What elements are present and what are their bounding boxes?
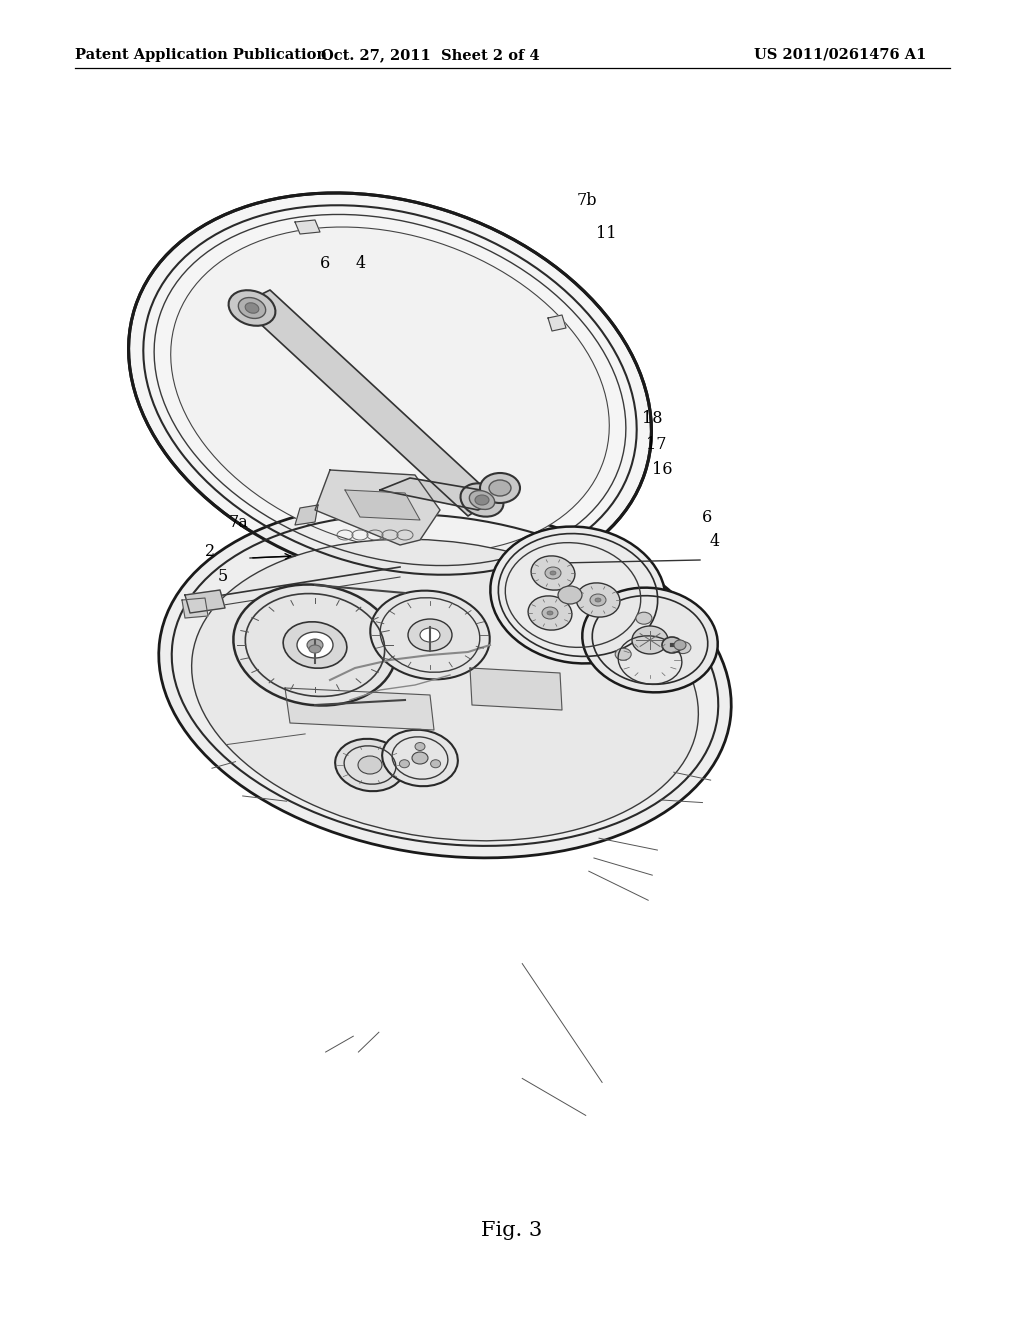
Ellipse shape	[542, 607, 558, 619]
Polygon shape	[295, 506, 318, 525]
Ellipse shape	[415, 743, 425, 751]
Ellipse shape	[480, 473, 520, 503]
Ellipse shape	[171, 227, 609, 553]
Text: 4: 4	[355, 256, 366, 272]
Ellipse shape	[412, 752, 428, 764]
Ellipse shape	[335, 739, 404, 791]
Text: 6: 6	[701, 510, 712, 525]
Polygon shape	[185, 590, 225, 612]
Text: 16: 16	[652, 462, 673, 478]
Ellipse shape	[583, 587, 718, 693]
Ellipse shape	[228, 290, 275, 326]
Ellipse shape	[358, 756, 382, 774]
Polygon shape	[182, 598, 208, 618]
Polygon shape	[295, 220, 319, 234]
Text: 7a: 7a	[228, 515, 249, 531]
Ellipse shape	[469, 491, 495, 510]
Text: 5: 5	[218, 569, 228, 585]
Text: 18: 18	[642, 411, 663, 426]
Ellipse shape	[615, 648, 631, 660]
Ellipse shape	[371, 590, 489, 680]
Ellipse shape	[558, 586, 582, 605]
Ellipse shape	[490, 527, 666, 664]
Text: 11: 11	[596, 226, 616, 242]
Ellipse shape	[191, 539, 698, 841]
Ellipse shape	[129, 193, 651, 587]
Ellipse shape	[550, 572, 556, 576]
Polygon shape	[315, 470, 440, 545]
Ellipse shape	[399, 760, 410, 768]
Ellipse shape	[284, 622, 347, 668]
Ellipse shape	[309, 645, 321, 653]
Ellipse shape	[475, 495, 489, 506]
Text: Patent Application Publication: Patent Application Publication	[75, 48, 327, 62]
Ellipse shape	[233, 585, 396, 705]
Text: Oct. 27, 2011  Sheet 2 of 4: Oct. 27, 2011 Sheet 2 of 4	[321, 48, 540, 62]
Ellipse shape	[577, 583, 620, 618]
Ellipse shape	[461, 483, 504, 516]
Text: 2: 2	[205, 544, 215, 560]
Ellipse shape	[307, 639, 323, 651]
Ellipse shape	[239, 297, 265, 318]
Polygon shape	[380, 478, 510, 510]
Polygon shape	[240, 290, 495, 516]
Ellipse shape	[595, 598, 601, 602]
Ellipse shape	[674, 640, 686, 649]
Ellipse shape	[547, 611, 553, 615]
Polygon shape	[548, 315, 566, 331]
Ellipse shape	[159, 502, 731, 858]
Text: Fig. 3: Fig. 3	[481, 1221, 543, 1239]
Text: US 2011/0261476 A1: US 2011/0261476 A1	[754, 48, 926, 62]
Text: 6: 6	[319, 256, 330, 272]
Ellipse shape	[382, 730, 458, 787]
Ellipse shape	[408, 619, 452, 651]
Ellipse shape	[528, 595, 572, 630]
Ellipse shape	[632, 626, 668, 653]
Ellipse shape	[430, 760, 440, 768]
Ellipse shape	[636, 612, 652, 624]
Ellipse shape	[297, 632, 333, 657]
Ellipse shape	[531, 556, 574, 590]
Text: 7b: 7b	[577, 193, 597, 209]
Ellipse shape	[489, 480, 511, 496]
Ellipse shape	[420, 628, 440, 642]
Ellipse shape	[662, 638, 682, 653]
Text: 17: 17	[646, 437, 667, 453]
Text: 4: 4	[710, 533, 720, 549]
Polygon shape	[285, 688, 434, 730]
Ellipse shape	[590, 594, 606, 606]
Ellipse shape	[245, 302, 259, 313]
Polygon shape	[470, 668, 562, 710]
Ellipse shape	[545, 568, 561, 579]
Polygon shape	[345, 490, 420, 520]
Ellipse shape	[675, 642, 691, 653]
